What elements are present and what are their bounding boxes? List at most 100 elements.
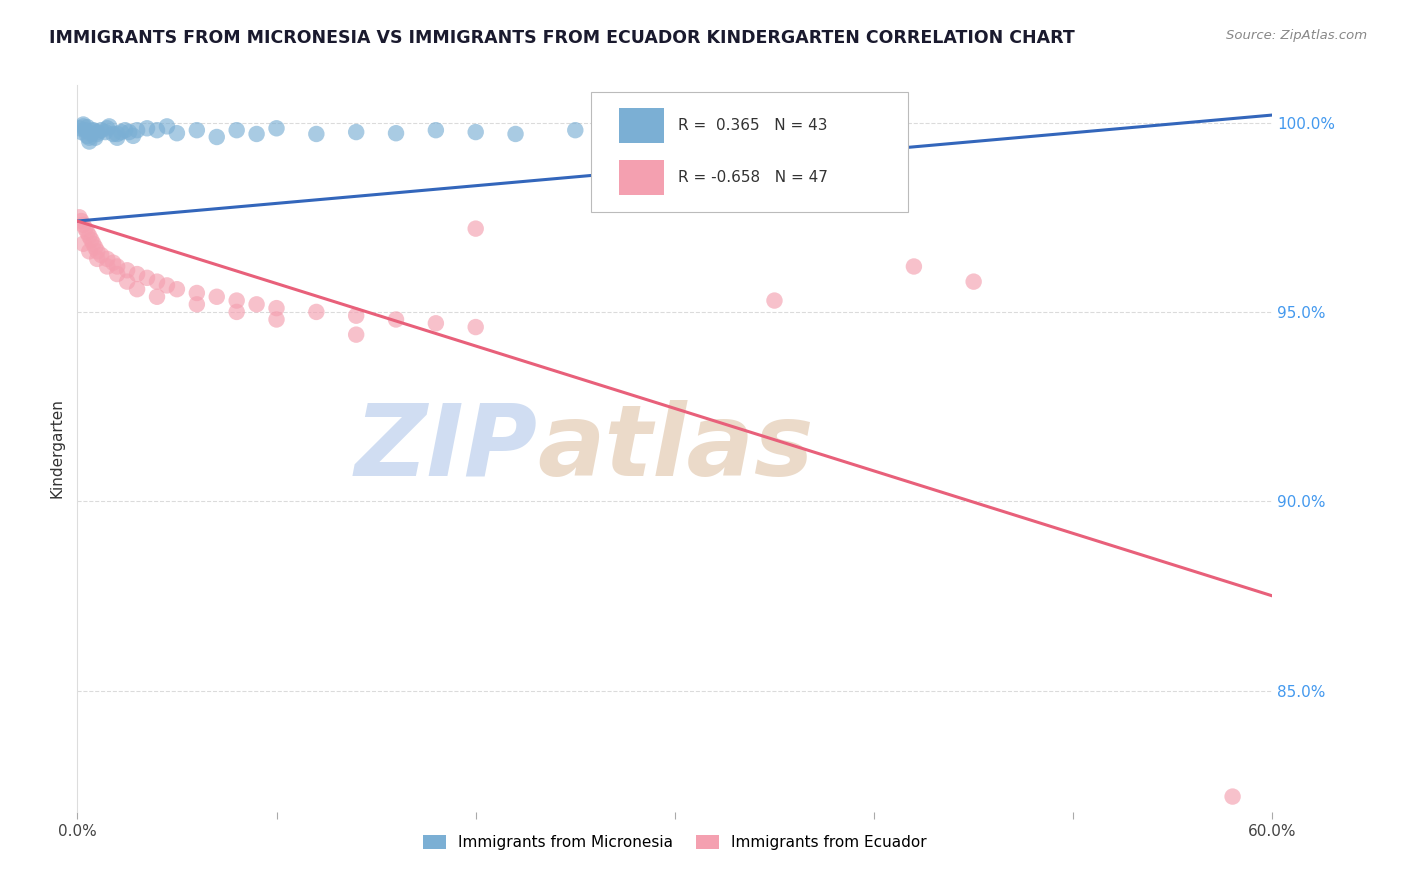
Point (86, 252, 108, 266)
Point (84, 241, 107, 255)
Point (72, 236, 94, 251)
Point (305, 305, 328, 319)
Point (127, 282, 149, 296)
Point (110, 125, 132, 139)
Text: R =  0.365   N = 43: R = 0.365 N = 43 (679, 119, 828, 133)
Point (115, 275, 138, 289)
Point (344, 327, 367, 342)
Point (75, 123, 97, 137)
Point (205, 290, 228, 304)
Point (156, 278, 179, 293)
FancyBboxPatch shape (619, 161, 664, 195)
Point (118, 125, 141, 139)
Point (96, 252, 118, 266)
Point (425, 316, 447, 330)
Point (82, 123, 104, 137)
Point (105, 267, 128, 281)
Legend: Immigrants from Micronesia, Immigrants from Ecuador: Immigrants from Micronesia, Immigrants f… (416, 830, 934, 856)
Point (72, 120, 94, 134)
Point (103, 127, 124, 141)
Point (205, 130, 228, 145)
Point (156, 120, 179, 134)
Point (903, 260, 925, 274)
Point (79, 244, 101, 259)
Point (246, 297, 269, 311)
Point (246, 127, 269, 141)
Point (136, 270, 159, 285)
Point (67, 121, 90, 136)
Point (72, 218, 94, 232)
Point (136, 121, 159, 136)
Point (385, 312, 408, 326)
Point (963, 275, 986, 289)
Point (86, 244, 108, 259)
Point (79, 135, 101, 149)
Text: Source: ZipAtlas.com: Source: ZipAtlas.com (1226, 29, 1367, 42)
Point (166, 282, 188, 296)
Point (90, 123, 112, 137)
Point (114, 123, 136, 137)
Point (564, 123, 586, 137)
Point (225, 123, 247, 137)
Point (122, 128, 145, 143)
Point (464, 320, 486, 334)
Point (76, 128, 98, 143)
Point (146, 275, 169, 289)
Point (186, 123, 208, 137)
Point (505, 127, 527, 141)
Point (385, 126, 408, 140)
Point (70, 125, 93, 139)
Point (82, 236, 104, 251)
Point (84, 130, 107, 145)
Point (266, 312, 288, 326)
Point (127, 123, 149, 137)
Point (186, 285, 208, 300)
Point (96, 260, 118, 274)
Point (79, 130, 101, 145)
Point (344, 125, 367, 139)
Point (96, 121, 118, 136)
Text: IMMIGRANTS FROM MICRONESIA VS IMMIGRANTS FROM ECUADOR KINDERGARTEN CORRELATION C: IMMIGRANTS FROM MICRONESIA VS IMMIGRANTS… (49, 29, 1076, 46)
Point (146, 290, 169, 304)
Point (76, 226, 98, 240)
Point (80, 127, 103, 141)
Text: ZIP: ZIP (354, 400, 537, 497)
Point (82, 124, 104, 138)
Text: R = -0.658   N = 47: R = -0.658 N = 47 (679, 170, 828, 186)
Point (266, 301, 288, 315)
Point (344, 309, 367, 323)
Point (105, 127, 128, 141)
Point (105, 260, 128, 274)
Text: atlas: atlas (537, 400, 814, 497)
Point (90, 248, 112, 262)
Point (225, 293, 247, 308)
Point (115, 263, 138, 277)
Point (146, 123, 169, 137)
Point (266, 121, 288, 136)
Point (98, 120, 121, 134)
Point (72, 118, 94, 132)
Point (67, 211, 90, 225)
FancyBboxPatch shape (592, 92, 908, 212)
Point (763, 293, 786, 308)
Point (79, 229, 101, 244)
Point (186, 297, 208, 311)
Point (305, 127, 328, 141)
Point (166, 126, 188, 140)
Point (75, 221, 97, 235)
Point (86, 127, 108, 141)
Point (103, 256, 124, 270)
Point (425, 123, 447, 137)
Point (80, 233, 103, 247)
Y-axis label: Kindergarten: Kindergarten (49, 399, 65, 498)
FancyBboxPatch shape (619, 108, 664, 144)
Point (105, 130, 128, 145)
Point (464, 221, 486, 235)
Point (464, 125, 486, 139)
Point (1222, 789, 1244, 804)
Point (86, 125, 108, 139)
Point (70, 214, 93, 228)
Point (76, 120, 98, 135)
Point (225, 305, 247, 319)
Point (94, 125, 117, 139)
